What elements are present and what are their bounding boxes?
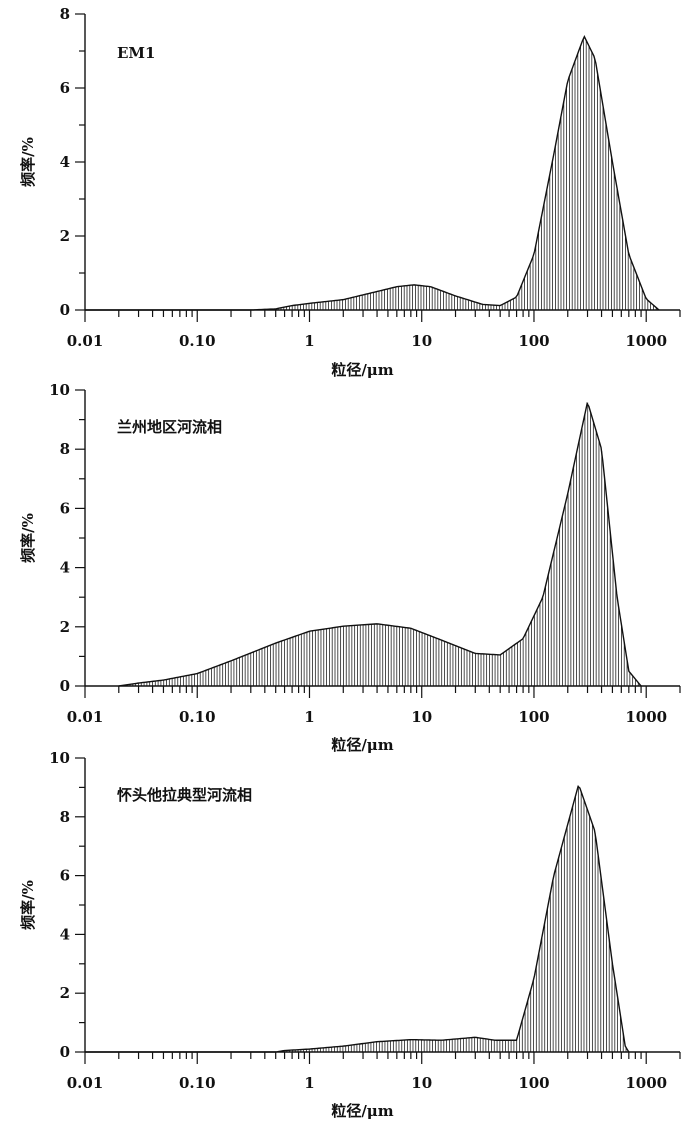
distribution-hatch: [280, 785, 627, 1052]
y-ticks: [75, 389, 85, 687]
y-axis-title: 频率/%: [19, 137, 37, 187]
x-tick-label: 1000: [625, 1074, 667, 1092]
y-tick-label: 6: [60, 499, 70, 517]
x-tick-label: 100: [518, 332, 549, 350]
y-tick-label: 0: [60, 677, 70, 695]
chart-panel-3: 0.01 0.10 1 10 100 1000 0 2 4 6 8 10 粒径/μm 频率/% 怀头他拉典型…: [19, 749, 681, 1120]
chart-panel-2: 0.01 0.10 1 10 100 1000 0 2 4 6 8 10 粒径/μm 频率/% 兰州地区河流…: [19, 381, 681, 754]
y-tick-label: 4: [60, 925, 70, 943]
panel-title: EM1: [117, 44, 155, 62]
x-tick-label: 1000: [625, 708, 667, 726]
chart-panel-1: 0.01 0.10 1 10 100 1000 0 2 4 6 8 粒径/μm 频率/% EM1: [19, 5, 681, 379]
x-tick-label: 100: [518, 1074, 549, 1092]
distribution-curve: [118, 402, 642, 687]
y-tick-label: 0: [60, 1043, 70, 1061]
y-tick-label: 8: [60, 440, 70, 458]
y-tick-label: 2: [60, 618, 70, 636]
x-ticks: [84, 310, 681, 322]
y-ticks: [75, 757, 85, 1053]
x-axis-title: 粒径/μm: [331, 361, 393, 379]
y-tick-label: 2: [60, 227, 70, 245]
x-tick-label: 1: [304, 332, 314, 350]
x-tick-label: 0.10: [179, 332, 216, 350]
x-tick-label: 10: [411, 708, 432, 726]
x-tick-label: 0.10: [179, 1074, 216, 1092]
x-tick-label: 0.01: [67, 332, 104, 350]
panel-title: 怀头他拉典型河流相: [117, 786, 252, 804]
distribution-hatch: [124, 402, 639, 686]
x-axis-title: 粒径/μm: [331, 736, 393, 754]
x-tick-label: 1000: [625, 332, 667, 350]
y-tick-label: 8: [60, 5, 70, 23]
x-ticks: [84, 686, 681, 698]
x-tick-label: 0.01: [67, 1074, 104, 1092]
y-axis-title: 频率/%: [19, 880, 37, 930]
x-tick-label: 0.10: [179, 708, 216, 726]
y-tick-label: 4: [60, 153, 70, 171]
y-tick-label: 4: [60, 559, 70, 577]
y-tick-label: 6: [60, 79, 70, 97]
y-tick-label: 2: [60, 984, 70, 1002]
y-tick-label: 6: [60, 867, 70, 885]
x-tick-label: 100: [518, 708, 549, 726]
x-tick-label: 1: [304, 1074, 314, 1092]
y-tick-label: 0: [60, 301, 70, 319]
y-axis-title: 频率/%: [19, 513, 37, 563]
x-tick-label: 10: [411, 1074, 432, 1092]
y-tick-label: 10: [49, 749, 70, 767]
x-tick-label: 0.01: [67, 708, 104, 726]
x-ticks: [84, 1052, 681, 1064]
x-tick-label: 10: [411, 332, 432, 350]
distribution-curve: [85, 35, 660, 311]
y-ticks: [75, 13, 85, 311]
panel-title: 兰州地区河流相: [117, 418, 222, 436]
y-tick-label: 8: [60, 808, 70, 826]
x-axis-title: 粒径/μm: [331, 1102, 393, 1120]
x-tick-label: 1: [304, 708, 314, 726]
y-tick-label: 10: [49, 381, 70, 399]
